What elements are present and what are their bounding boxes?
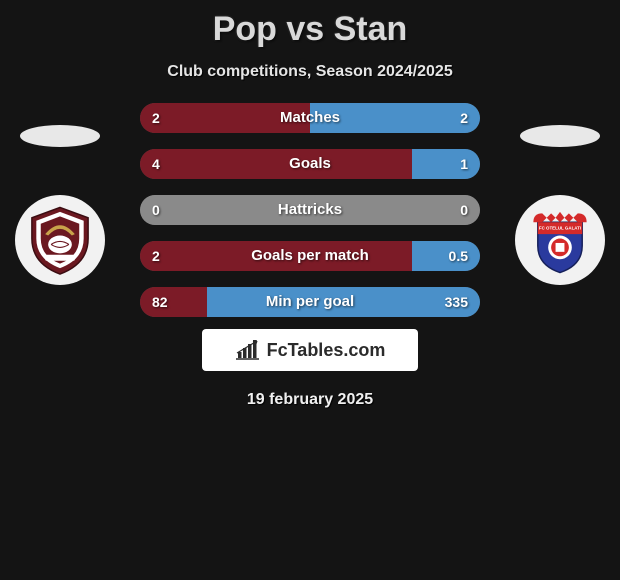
player-left-column [0,103,120,285]
page-subtitle: Club competitions, Season 2024/2025 [0,63,620,81]
player-right-oval [520,125,600,147]
comparison-date: 19 february 2025 [0,391,620,409]
stat-label: Goals per match [140,241,480,271]
stat-bar-row: 20.5Goals per match [140,241,480,271]
crest-left-svg [23,203,97,277]
player-right-column: FC OTELUL GALATI [500,103,620,285]
stat-label: Goals [140,149,480,179]
page-title: Pop vs Stan [0,0,620,49]
source-logo-text: FcTables.com [267,340,386,361]
stat-bar-row: 82335Min per goal [140,287,480,317]
stat-bar-row: 41Goals [140,149,480,179]
stat-label: Hattricks [140,195,480,225]
bar-chart-icon [235,339,261,361]
stat-label: Min per goal [140,287,480,317]
source-logo-box: FcTables.com [202,329,418,371]
stat-bar-row: 00Hattricks [140,195,480,225]
club-crest-right: FC OTELUL GALATI [515,195,605,285]
stat-bars: 22Matches 41Goals 00Hattricks 20.5Goals per… [140,103,480,333]
stat-label: Matches [140,103,480,133]
svg-text:FC OTELUL GALATI: FC OTELUL GALATI [539,226,581,231]
crest-right-svg: FC OTELUL GALATI [523,203,597,277]
player-left-oval [20,125,100,147]
stat-bar-row: 22Matches [140,103,480,133]
club-crest-left [15,195,105,285]
